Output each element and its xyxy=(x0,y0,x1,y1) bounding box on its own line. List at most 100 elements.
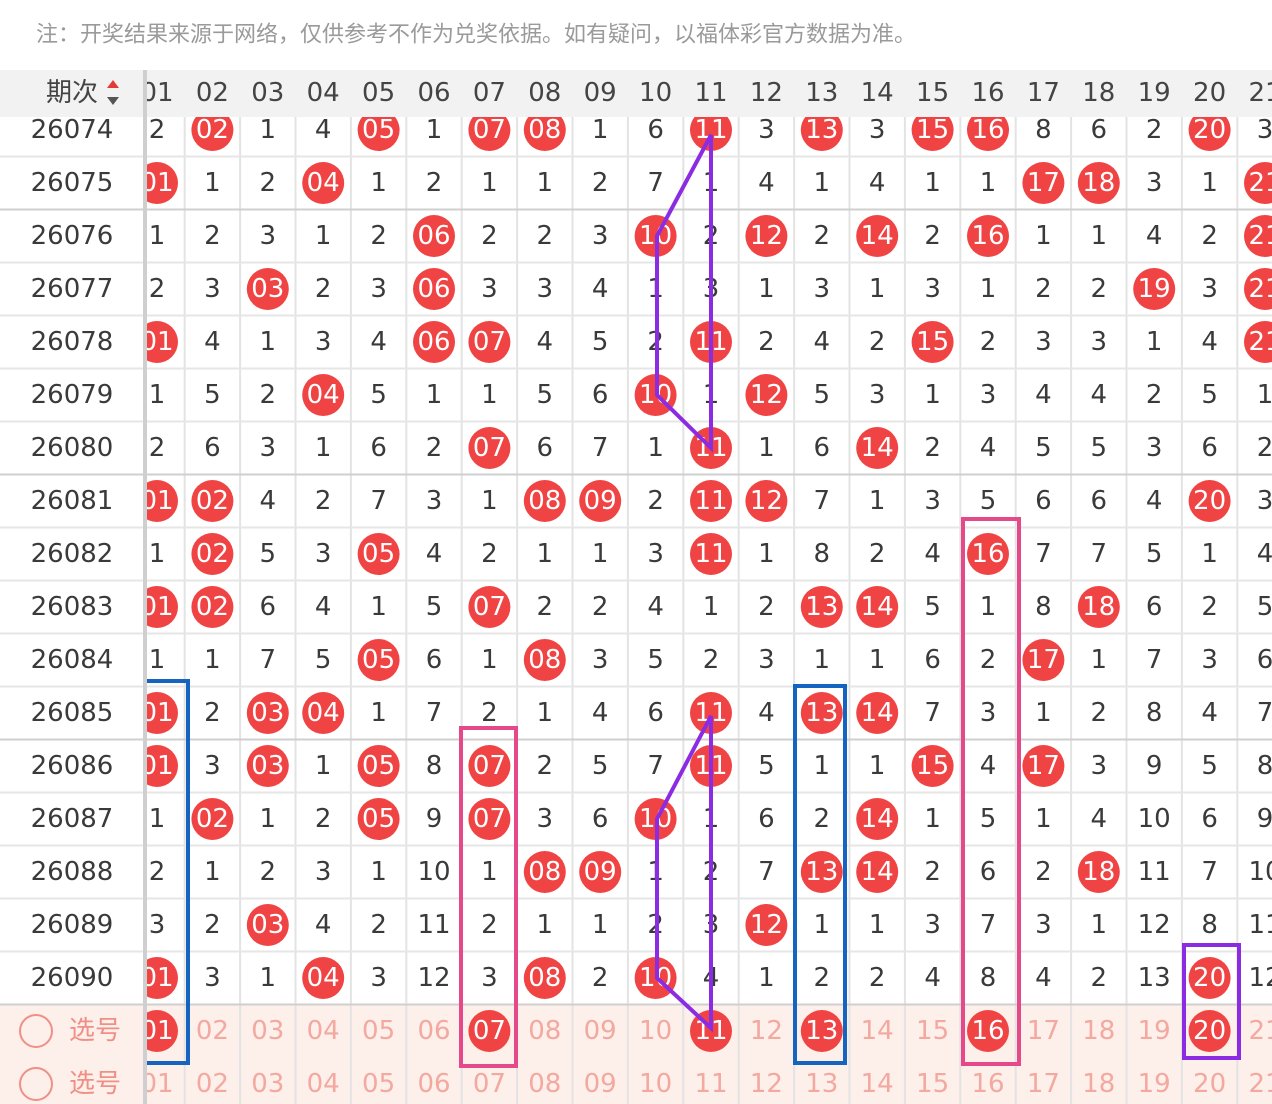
miss-count: 1 xyxy=(592,539,609,569)
pick-number[interactable]: 19 xyxy=(1138,1069,1171,1099)
miss-count: 2 xyxy=(980,645,997,675)
miss-count: 3 xyxy=(149,910,166,940)
ball xyxy=(413,215,455,257)
miss-count: 1 xyxy=(1201,168,1218,198)
pick-number[interactable]: 16 xyxy=(971,1069,1004,1099)
miss-count: 2 xyxy=(814,221,831,251)
pick-number[interactable]: 06 xyxy=(417,1069,450,1099)
miss-count: 2 xyxy=(869,963,886,993)
miss-count: 1 xyxy=(758,963,775,993)
pick-number[interactable]: 12 xyxy=(750,1069,783,1099)
pick-number[interactable]: 02 xyxy=(196,1069,229,1099)
pick-number[interactable]: 06 xyxy=(417,1016,450,1046)
pick-number[interactable]: 02 xyxy=(196,1016,229,1046)
column-header: 16 xyxy=(971,78,1004,108)
pick-number[interactable]: 18 xyxy=(1082,1016,1115,1046)
miss-count: 1 xyxy=(1091,221,1108,251)
miss-count: 1 xyxy=(980,168,997,198)
pick-number[interactable]: 17 xyxy=(1027,1069,1060,1099)
pick-number[interactable]: 19 xyxy=(1138,1016,1171,1046)
miss-count: 1 xyxy=(370,857,387,887)
pick-number[interactable]: 21 xyxy=(1248,1069,1272,1099)
miss-count: 6 xyxy=(1146,592,1163,622)
ball xyxy=(690,692,732,734)
pick-number[interactable]: 04 xyxy=(307,1069,340,1099)
ball xyxy=(1188,117,1231,151)
sort-up[interactable] xyxy=(107,80,119,88)
miss-count: 3 xyxy=(260,433,277,463)
sort-down[interactable] xyxy=(107,97,119,105)
miss-count: 1 xyxy=(537,698,554,728)
pick-number[interactable]: 13 xyxy=(805,1069,838,1099)
ball-number: 18 xyxy=(1082,168,1115,198)
pick-number[interactable]: 10 xyxy=(639,1069,672,1099)
pick-number[interactable]: 04 xyxy=(307,1016,340,1046)
miss-count: 11 xyxy=(1138,857,1171,887)
pick-number[interactable]: 15 xyxy=(916,1016,949,1046)
pick-number[interactable]: 05 xyxy=(362,1069,395,1099)
miss-count: 8 xyxy=(980,963,997,993)
ball-number: 08 xyxy=(528,963,561,993)
miss-count: 3 xyxy=(481,963,498,993)
pick-number[interactable]: 17 xyxy=(1027,1016,1060,1046)
pick-number[interactable]: 05 xyxy=(362,1016,395,1046)
pick-number[interactable]: 09 xyxy=(584,1069,617,1099)
miss-count: 6 xyxy=(592,804,609,834)
miss-count: 3 xyxy=(980,698,997,728)
pick-number[interactable]: 11 xyxy=(694,1069,727,1099)
ball-number: 13 xyxy=(805,698,838,728)
pick-number[interactable]: 03 xyxy=(251,1069,284,1099)
ball xyxy=(579,851,622,893)
pick-number[interactable]: 20 xyxy=(1193,1069,1226,1099)
pick-number[interactable]: 14 xyxy=(861,1069,894,1099)
selected-number: 07 xyxy=(473,1016,506,1046)
miss-count: 10 xyxy=(417,857,450,887)
ball xyxy=(357,639,400,681)
miss-count: 5 xyxy=(315,645,332,675)
miss-count: 2 xyxy=(592,963,609,993)
pick-number[interactable]: 15 xyxy=(916,1069,949,1099)
ball-number: 19 xyxy=(1138,274,1171,304)
column-header: 02 xyxy=(196,78,229,108)
pick-number[interactable]: 09 xyxy=(584,1016,617,1046)
pick-number[interactable]: 03 xyxy=(251,1016,284,1046)
ball-number: 17 xyxy=(1027,751,1060,781)
ball-number: 12 xyxy=(750,221,783,251)
miss-count: 3 xyxy=(758,115,775,145)
pick-number[interactable]: 01 xyxy=(140,1069,174,1099)
ball-number: 08 xyxy=(528,486,561,516)
miss-count: 7 xyxy=(924,698,941,728)
miss-count: 6 xyxy=(592,380,609,410)
miss-count: 11 xyxy=(1248,910,1272,940)
pick-radio[interactable] xyxy=(19,1014,53,1048)
ball xyxy=(357,798,400,840)
miss-count: 3 xyxy=(1201,274,1218,304)
ball xyxy=(357,533,400,575)
pick-number[interactable]: 21 xyxy=(1248,1016,1272,1046)
ball xyxy=(523,957,566,999)
ball xyxy=(1022,162,1065,204)
miss-count: 1 xyxy=(703,592,720,622)
miss-count: 4 xyxy=(204,327,221,357)
pick-number[interactable]: 18 xyxy=(1082,1069,1115,1099)
pick-number[interactable]: 14 xyxy=(861,1016,894,1046)
issue-header[interactable]: 期次 xyxy=(46,78,98,108)
miss-count: 2 xyxy=(1091,963,1108,993)
ball-number: 21 xyxy=(1248,327,1272,357)
ball xyxy=(523,639,566,681)
ball-number: 04 xyxy=(307,963,340,993)
ball-number: 03 xyxy=(251,698,284,728)
pick-number[interactable]: 10 xyxy=(639,1016,672,1046)
miss-count: 2 xyxy=(149,274,166,304)
miss-count: 2 xyxy=(1035,274,1052,304)
ball xyxy=(191,480,234,522)
pick-number[interactable]: 08 xyxy=(528,1069,561,1099)
miss-count: 7 xyxy=(426,698,443,728)
pick-number[interactable]: 12 xyxy=(750,1016,783,1046)
pick-number[interactable]: 07 xyxy=(473,1069,506,1099)
column-divider xyxy=(143,70,147,1104)
miss-count: 6 xyxy=(537,433,554,463)
miss-count: 1 xyxy=(370,592,387,622)
pick-radio[interactable] xyxy=(19,1067,53,1101)
pick-number[interactable]: 08 xyxy=(528,1016,561,1046)
